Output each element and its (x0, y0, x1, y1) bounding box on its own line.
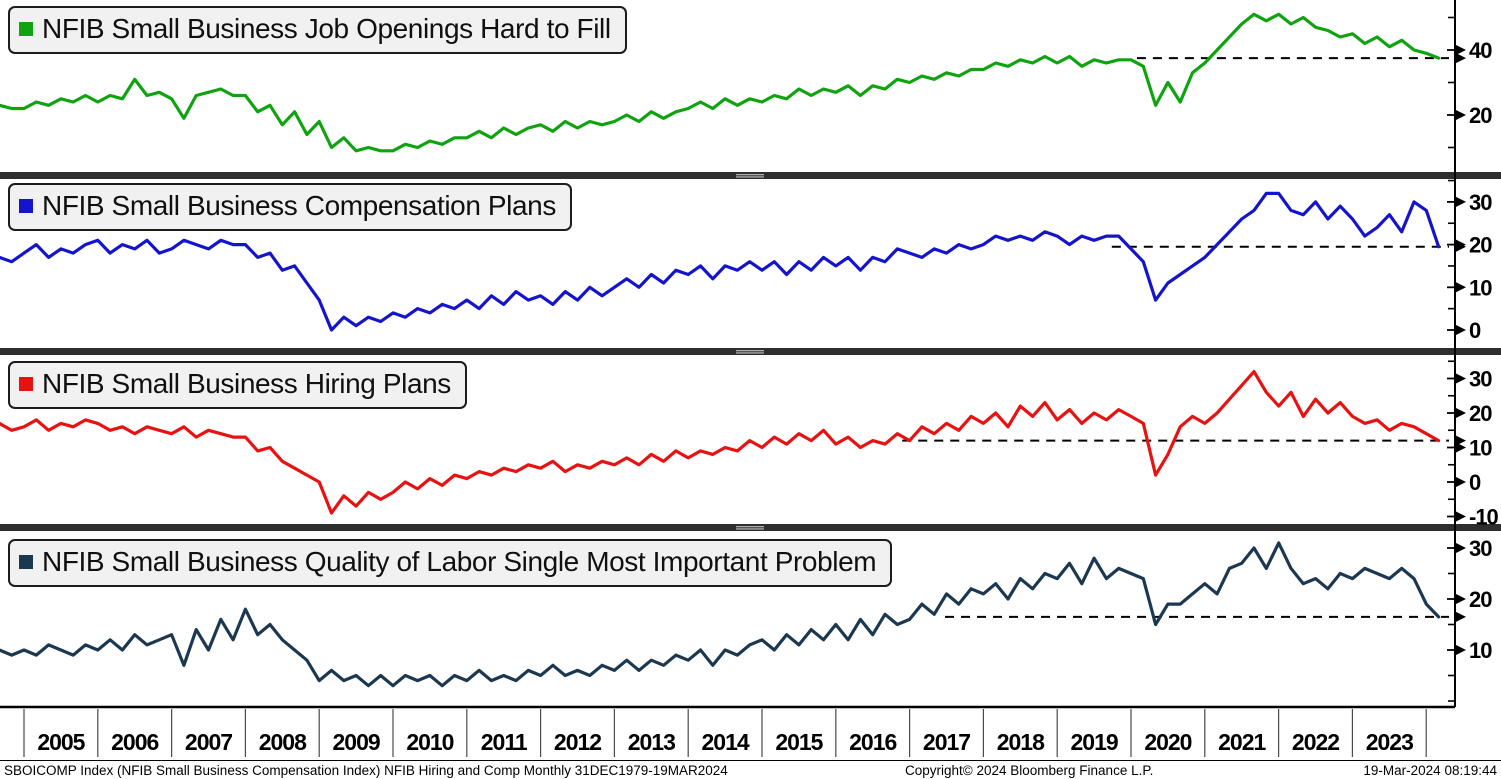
tick-arrow-icon (1456, 282, 1466, 293)
panel-title: NFIB Small Business Compensation Plans (42, 190, 556, 221)
x-tick-label[interactable]: 2015 (775, 729, 824, 755)
x-tick-label[interactable]: 2014 (702, 729, 751, 755)
panel-separator (0, 524, 1501, 531)
tick-arrow-icon (1456, 645, 1466, 655)
last-value-arrow-icon (1456, 435, 1466, 446)
status-bar: SBOICOMP Index (NFIB Small Business Comp… (0, 760, 1501, 779)
x-tick-label[interactable]: 2007 (185, 729, 233, 755)
tick-arrow-icon (1456, 196, 1466, 207)
x-tick-label[interactable]: 2020 (1144, 729, 1192, 755)
panel-resize-handle-icon[interactable] (736, 352, 764, 354)
series-line-1 (0, 191, 1441, 332)
x-tick-label[interactable]: 2019 (1071, 729, 1119, 755)
timestamp: 19-Mar-2024 08:19:44 (1363, 763, 1497, 778)
panel-title: NFIB Small Business Job Openings Hard to… (42, 13, 611, 44)
legend-swatch-blue-icon (19, 199, 33, 213)
y-tick-label: 10 (1469, 436, 1492, 461)
tick-arrow-icon (1456, 477, 1466, 487)
panel-resize-handle-icon[interactable] (736, 350, 764, 352)
y-tick-label: 0 (1469, 318, 1481, 343)
tick-arrow-icon (1456, 408, 1466, 418)
legend-swatch-red-icon (19, 377, 33, 391)
x-tick-label[interactable]: 2012 (554, 729, 602, 755)
x-tick-label[interactable]: 2009 (333, 729, 381, 755)
x-tick-label[interactable]: 2011 (481, 729, 529, 755)
y-tick-label: 40 (1469, 38, 1492, 63)
y-tick-label: 20 (1469, 103, 1492, 128)
x-tick-label[interactable]: 2010 (406, 729, 454, 755)
legend-label-quality-of-labor[interactable]: NFIB Small Business Quality of Labor Sin… (8, 539, 893, 587)
panel-title: NFIB Small Business Quality of Labor Sin… (42, 546, 877, 577)
y-tick-label: 0 (1469, 470, 1481, 495)
panel-resize-handle-icon[interactable] (736, 174, 764, 176)
y-tick-label: 30 (1469, 190, 1492, 215)
y-tick-label: 20 (1469, 233, 1492, 258)
y-tick-label: 30 (1469, 536, 1492, 561)
series-line-3 (0, 541, 1441, 688)
y-tick-label: 10 (1469, 275, 1492, 300)
tick-arrow-icon (1456, 110, 1466, 120)
tick-arrow-icon (1456, 594, 1466, 604)
panel-separator (0, 172, 1501, 179)
x-tick-label[interactable]: 2018 (997, 729, 1046, 755)
series-line-0 (0, 12, 1441, 153)
x-tick-label[interactable]: 2008 (259, 729, 308, 755)
x-tick-label[interactable]: 2016 (849, 729, 897, 755)
legend-swatch-navy-icon (19, 555, 33, 569)
x-tick-label[interactable]: 2005 (37, 729, 86, 755)
tick-arrow-icon (1456, 373, 1466, 384)
last-value-arrow-icon (1456, 611, 1466, 622)
panel-title: NFIB Small Business Hiring Plans (42, 368, 451, 399)
copyright-notice: Copyright© 2024 Bloomberg Finance L.P. (905, 763, 1154, 778)
last-value-arrow-icon (1456, 241, 1466, 252)
tick-arrow-icon (1456, 325, 1466, 335)
tick-arrow-icon (1456, 442, 1466, 453)
x-tick-label[interactable]: 2006 (111, 729, 159, 755)
y-tick-label: 20 (1469, 587, 1492, 612)
panel-resize-handle-icon[interactable] (736, 176, 764, 178)
panel-resize-handle-icon[interactable] (736, 526, 764, 528)
y-tick-label: -10 (1469, 505, 1499, 530)
panel-separator (0, 348, 1501, 355)
panel-resize-handle-icon[interactable] (736, 528, 764, 530)
legend-label-compensation-plans[interactable]: NFIB Small Business Compensation Plans (8, 183, 572, 231)
series-line-2 (0, 370, 1441, 515)
y-tick-label: 30 (1469, 367, 1492, 392)
x-tick-label[interactable]: 2023 (1366, 729, 1414, 755)
x-tick-label[interactable]: 2022 (1292, 729, 1340, 755)
legend-swatch-green-icon (19, 22, 33, 36)
y-tick-label: 20 (1469, 401, 1492, 426)
legend-label-job-openings[interactable]: NFIB Small Business Job Openings Hard to… (8, 6, 627, 54)
security-description: SBOICOMP Index (NFIB Small Business Comp… (4, 763, 728, 778)
x-tick-label[interactable]: 2017 (923, 729, 971, 755)
y-tick-label: 10 (1469, 638, 1492, 663)
tick-arrow-icon (1456, 45, 1466, 55)
x-tick-label[interactable]: 2013 (628, 729, 676, 755)
last-value-arrow-icon (1456, 53, 1466, 64)
tick-arrow-icon (1456, 543, 1466, 553)
x-tick-label[interactable]: 2021 (1218, 729, 1267, 755)
legend-label-hiring-plans[interactable]: NFIB Small Business Hiring Plans (8, 361, 467, 409)
tick-arrow-icon (1456, 511, 1466, 522)
